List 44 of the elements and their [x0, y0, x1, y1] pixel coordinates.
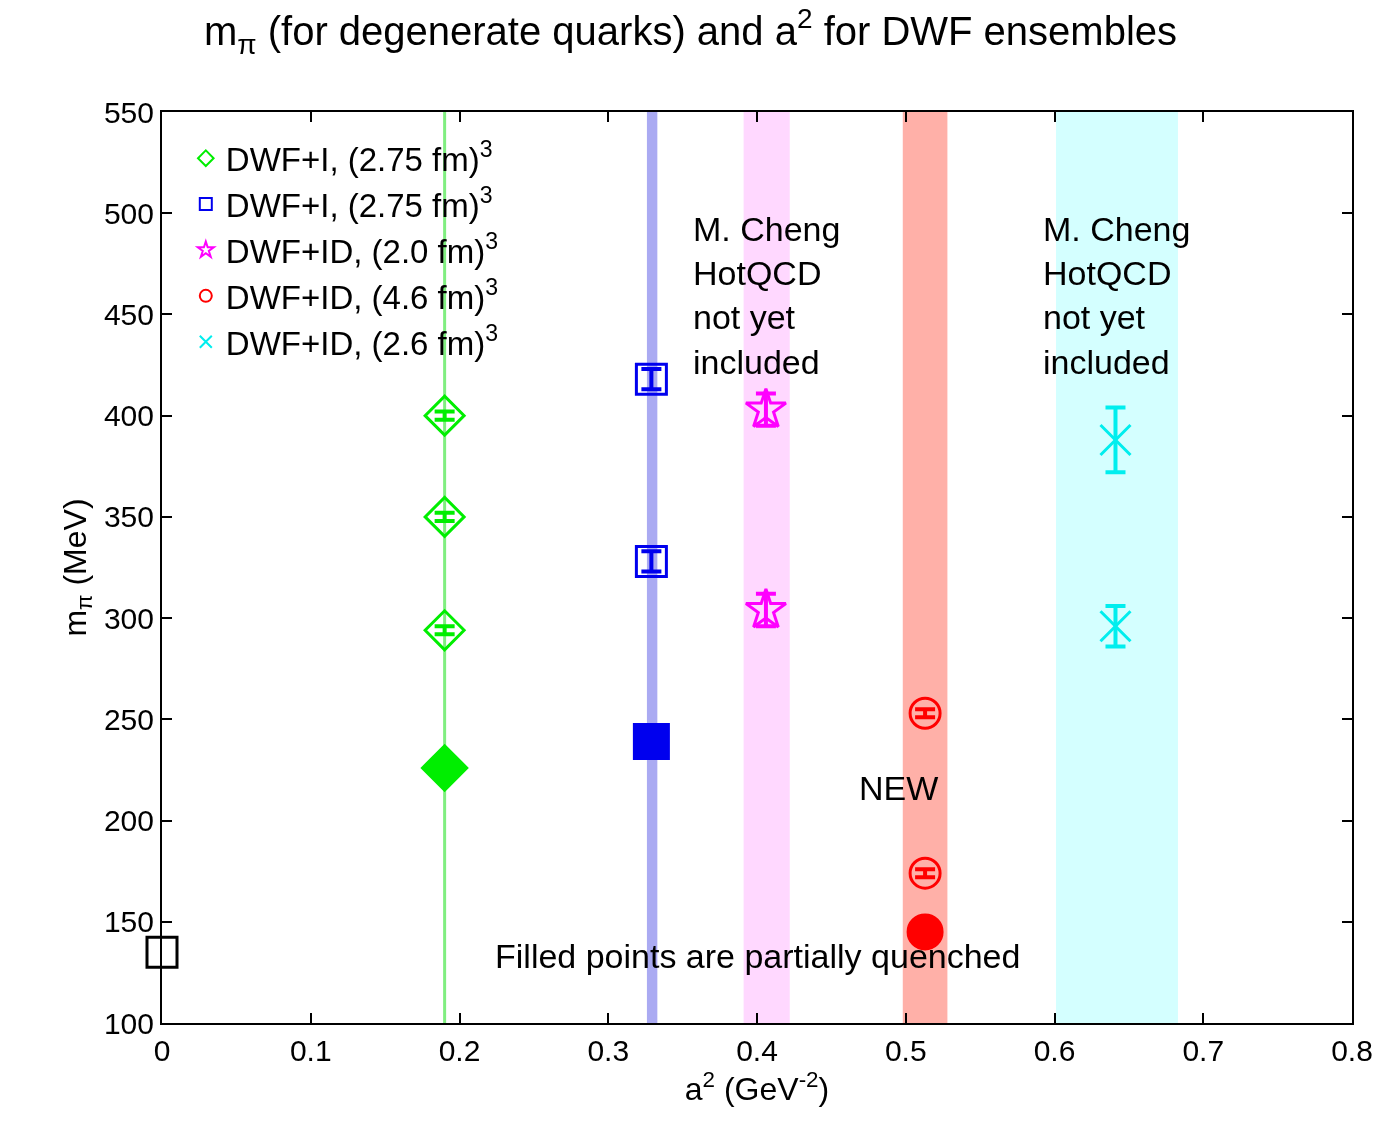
point: [632, 723, 670, 761]
legend-label: DWF+I, (2.75 fm)$^{3}$: [225, 182, 493, 224]
x-tick-label: 0.2: [438, 1034, 481, 1067]
point: [744, 387, 788, 429]
point: [423, 609, 466, 652]
y-tick-label: 250: [103, 702, 154, 736]
point: [421, 744, 469, 792]
y-tick-label: 150: [103, 905, 154, 939]
legend-label: DWF+ID, (2.6 fm)$^{3}$: [225, 319, 499, 362]
x-tick-label: 0.3: [587, 1034, 630, 1067]
x-tick-label: 0: [153, 1034, 171, 1067]
point: [423, 394, 466, 437]
legend-label: DWF+ID, (2.0 fm)$^{3}$: [225, 227, 499, 270]
point: [423, 495, 466, 538]
point: [908, 696, 942, 730]
x-axis-title: a$^{2}$ (GeV$^{-2}$): [684, 1067, 830, 1108]
y-tick-label: 550: [103, 95, 154, 129]
x-tick-label: 0.6: [1033, 1034, 1076, 1067]
band-label: M. Cheng HotQCD not yet included: [1043, 210, 1191, 381]
band-label: M. Cheng HotQCD not yet included: [693, 210, 841, 381]
x-tick-label: 0.7: [1182, 1034, 1225, 1067]
y-tick-label: 100: [103, 1006, 154, 1040]
x-tick-label: 0.8: [1331, 1034, 1373, 1067]
point: [1098, 423, 1132, 457]
y-tick-label: 300: [103, 601, 154, 635]
x-tick-label: 0.1: [289, 1034, 332, 1067]
point: [908, 856, 942, 890]
y-tick-label: 400: [103, 399, 154, 433]
y-tick-label: 350: [103, 500, 154, 534]
y-tick-label: 450: [103, 297, 154, 331]
point: [634, 362, 668, 396]
x-tick-label: 0.5: [884, 1034, 927, 1067]
annotation: Filled points are partially quenched: [495, 937, 1021, 975]
annotation: NEW: [859, 769, 939, 807]
point: [145, 935, 179, 969]
point: [744, 587, 788, 629]
chart-title: m$_{π}$ (for degenerate quarks) and a$^{2}$ for DWF ensembles: [203, 3, 1178, 60]
legend-label: DWF+I, (2.75 fm)$^{3}$: [225, 136, 493, 179]
y-tick-label: 200: [103, 804, 154, 838]
x-tick-label: 0.4: [736, 1034, 778, 1067]
legend-label: DWF+ID, (4.6 fm)$^{3}$: [225, 273, 499, 316]
point: [1098, 609, 1132, 643]
y-tick-label: 500: [103, 196, 154, 230]
point: [634, 544, 668, 578]
